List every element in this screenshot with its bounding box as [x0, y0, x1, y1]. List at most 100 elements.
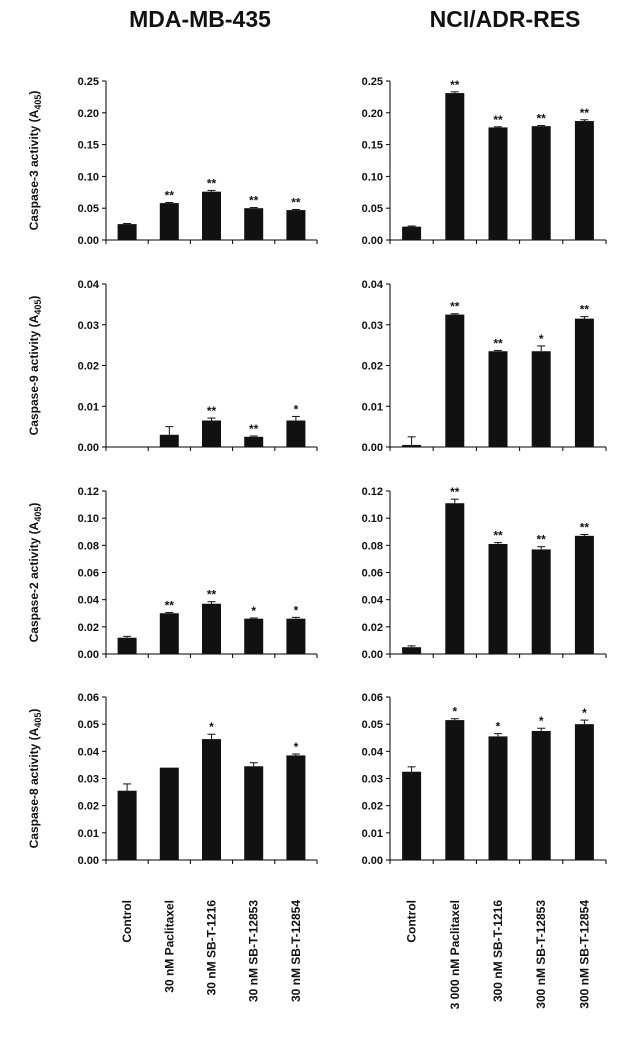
- chart-4-bar-5: [574, 318, 594, 447]
- ylabel-subscript: 405: [33, 95, 43, 110]
- chart-5-bar-1: [117, 637, 137, 654]
- chart-6-ytick-label: 0.12: [362, 486, 383, 498]
- chart-6-significance-3: **: [493, 529, 503, 543]
- chart-3-ylabel: Caspase-9 activity (A405): [27, 296, 43, 436]
- chart-7-ytick-label: 0.03: [78, 774, 99, 786]
- chart-8-ytick-label: 0.02: [362, 801, 383, 813]
- chart-6-ytick-label: 0.06: [362, 568, 383, 580]
- ylabel-subscript: 405: [33, 507, 43, 522]
- chart-5-significance-2: **: [165, 599, 175, 613]
- chart-8-ytick-label: 0.01: [362, 828, 383, 840]
- chart-5-significance-3: **: [207, 588, 217, 602]
- chart-3-ytick-label: 0.03: [78, 320, 99, 332]
- category-label-col2-4: 300 nM SB-T-12853: [534, 900, 548, 1009]
- chart-1-significance-3: **: [207, 176, 217, 190]
- chart-6-bar-2: [445, 503, 465, 654]
- chart-5-ytick-label: 0.10: [78, 513, 99, 525]
- chart-7-bar-1: [117, 790, 137, 860]
- chart-1-ytick-label: 0.25: [78, 76, 99, 88]
- chart-2-ytick-label: 0.10: [362, 171, 383, 183]
- chart-5-ytick-label: 0.02: [78, 622, 99, 634]
- ylabel-text: Caspase-8 activity (A: [27, 727, 41, 848]
- chart-2-significance-3: **: [493, 113, 503, 127]
- chart-1-ytick-label: 0.20: [78, 108, 99, 120]
- chart-8-significance-4: *: [539, 714, 544, 728]
- chart-6-bar-3: [488, 543, 508, 654]
- chart-3-significance-5: *: [294, 402, 299, 416]
- chart-1-ytick-label: 0.00: [78, 235, 99, 247]
- chart-6-bar-5: [574, 535, 594, 654]
- chart-1-ytick-label: 0.05: [78, 203, 99, 215]
- chart-7-ylabel: Caspase-8 activity (A405): [27, 709, 43, 849]
- chart-2-ytick-label: 0.25: [362, 76, 383, 88]
- chart-2-bar-4: [531, 126, 551, 240]
- chart-1-ytick-label: 0.15: [78, 140, 99, 152]
- chart-4-bar-2: [445, 314, 465, 447]
- chart-1-ylabel: Caspase-3 activity (A405): [27, 91, 43, 231]
- chart-2-significance-2: **: [450, 78, 460, 92]
- chart-7-ytick-label: 0.05: [78, 719, 99, 731]
- chart-4-significance-3: **: [493, 336, 503, 350]
- chart-7-ytick-label: 0.06: [78, 692, 99, 704]
- chart-7-bar-4: [244, 766, 264, 860]
- chart-2-significance-4: **: [537, 112, 547, 126]
- chart-7-bar-2: [159, 767, 179, 860]
- chart-5-significance-5: *: [294, 603, 299, 617]
- chart-4-significance-5: **: [580, 303, 590, 317]
- chart-8-ytick-label: 0.03: [362, 774, 383, 786]
- chart-6-significance-4: **: [537, 533, 547, 547]
- chart-1-bar-1: [117, 224, 137, 240]
- chart-4-ytick-label: 0.01: [362, 401, 383, 413]
- chart-1-bar-2: [159, 203, 179, 240]
- chart-2-ytick-label: 0.00: [362, 235, 383, 247]
- chart-5-bar-4: [244, 618, 264, 654]
- category-label-col1-4: 30 nM SB-T-12853: [247, 900, 261, 1002]
- category-label-col2-5: 300 nM SB-T-12854: [577, 900, 591, 1009]
- chart-8-bar-4: [531, 730, 551, 860]
- chart-4-bar-1: [402, 444, 422, 447]
- chart-5-ytick-label: 0.04: [78, 595, 100, 607]
- chart-3-bar-4: [244, 436, 264, 447]
- chart-2-ytick-label: 0.15: [362, 140, 383, 152]
- chart-2-bar-2: [445, 93, 465, 240]
- category-label-col1-5: 30 nM SB-T-12854: [289, 900, 303, 1002]
- chart-3-ytick-label: 0.04: [78, 279, 100, 291]
- chart-5-ytick-label: 0.12: [78, 486, 99, 498]
- chart-5-ylabel: Caspase-2 activity (A405): [27, 503, 43, 643]
- ylabel-end: ): [27, 503, 41, 507]
- chart-4-significance-2: **: [450, 300, 460, 314]
- chart-4-ytick-label: 0.03: [362, 320, 383, 332]
- chart-7-ytick-label: 0.01: [78, 828, 99, 840]
- chart-3-bar-3: [202, 420, 221, 447]
- chart-7-bar-5: [286, 755, 306, 860]
- chart-3-significance-4: **: [249, 422, 259, 436]
- chart-8-significance-5: *: [582, 706, 587, 720]
- chart-8-ytick-label: 0.05: [362, 719, 383, 731]
- chart-3-significance-3: **: [207, 404, 217, 418]
- chart-4-significance-4: *: [539, 332, 544, 346]
- chart-5-significance-4: *: [251, 604, 256, 618]
- chart-6-bar-1: [402, 647, 422, 654]
- chart-1-bar-4: [244, 208, 264, 240]
- chart-4-bar-4: [531, 351, 551, 447]
- chart-1-ytick-label: 0.10: [78, 171, 99, 183]
- chart-5-ytick-label: 0.06: [78, 568, 99, 580]
- chart-1-significance-2: **: [165, 188, 175, 202]
- category-label-col1-3: 30 nM SB-T-1216: [205, 900, 219, 996]
- ylabel-text: Caspase-2 activity (A: [27, 521, 41, 642]
- chart-8-ytick-label: 0.06: [362, 692, 383, 704]
- chart-6-bar-4: [531, 549, 551, 654]
- chart-5-bar-2: [159, 613, 179, 654]
- chart-1-bar-3: [202, 191, 221, 240]
- chart-2-bar-5: [574, 121, 594, 240]
- chart-2-bar-3: [488, 127, 508, 240]
- chart-8-significance-2: *: [452, 705, 457, 719]
- category-label-col1-2: 30 nM Paclitaxel: [162, 900, 176, 993]
- chart-3-ytick-label: 0.02: [78, 361, 99, 373]
- ylabel-subscript: 405: [33, 300, 43, 315]
- chart-4-ytick-label: 0.02: [362, 361, 383, 373]
- category-label-col2-2: 3 000 nM Paclitaxel: [448, 900, 462, 1009]
- chart-8-ytick-label: 0.04: [362, 746, 384, 758]
- chart-5-ytick-label: 0.08: [78, 540, 99, 552]
